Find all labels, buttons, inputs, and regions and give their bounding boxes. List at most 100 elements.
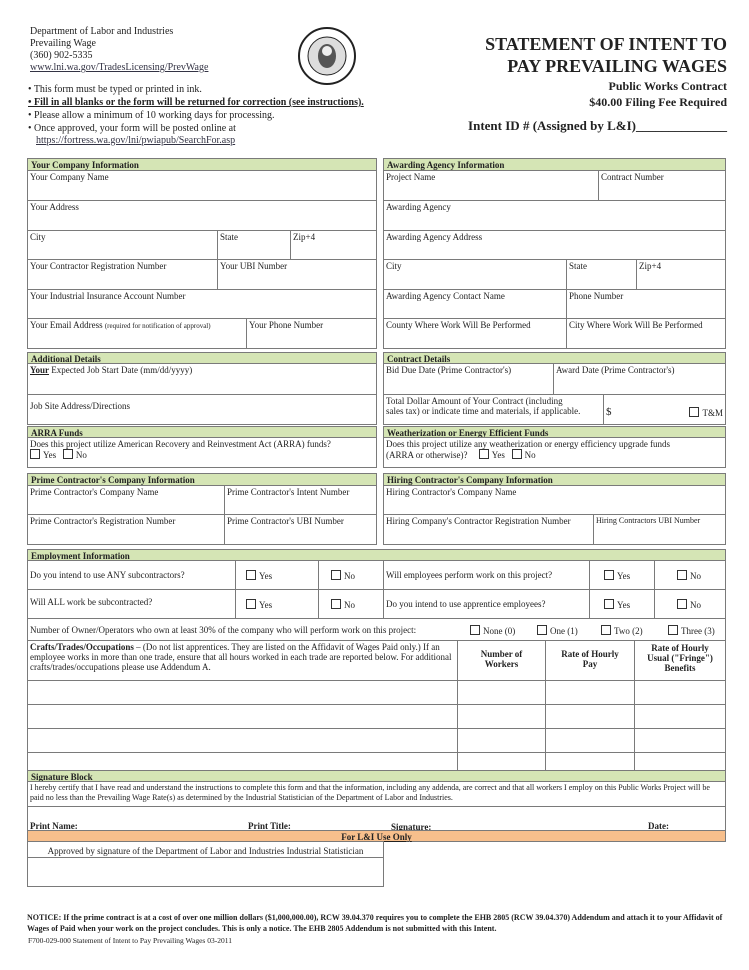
all-subcontracted-no[interactable]: No xyxy=(318,589,384,619)
weather-no-checkbox[interactable] xyxy=(511,449,522,459)
agency-zip-field[interactable]: Zip+4 xyxy=(636,259,726,290)
all-subcontracted-yes[interactable]: Yes xyxy=(235,589,319,619)
prime-registration-field[interactable]: Prime Contractor's Registration Number xyxy=(27,514,225,545)
company-address-field[interactable]: Your Address xyxy=(27,200,377,231)
company-zip-field[interactable]: Zip+4 xyxy=(290,230,377,260)
employees-yes[interactable]: Yes xyxy=(589,560,655,590)
project-name-field[interactable]: Project Name xyxy=(383,170,599,201)
dept-link[interactable]: www.lni.wa.gov/TradesLicensing/PrevWage xyxy=(30,62,209,73)
approval-signature-box xyxy=(27,857,384,887)
company-phone-field[interactable]: Your Phone Number xyxy=(246,318,377,349)
craft-cell[interactable] xyxy=(634,704,726,729)
checkbox[interactable] xyxy=(677,599,687,609)
craft-cell[interactable] xyxy=(457,752,546,771)
job-site-field[interactable]: Job Site Address/Directions xyxy=(27,394,377,425)
craft-cell[interactable] xyxy=(545,728,635,753)
dept-name: Department of Labor and Industries xyxy=(30,26,174,37)
contract-number-field[interactable]: Contract Number xyxy=(598,170,726,201)
agency-city-field[interactable]: City xyxy=(383,259,567,290)
agency-phone-field[interactable]: Phone Number xyxy=(566,289,726,319)
employees-no[interactable]: No xyxy=(654,560,726,590)
checkbox[interactable] xyxy=(331,570,341,580)
agency-contact-field[interactable]: Awarding Agency Contact Name xyxy=(383,289,567,319)
work-city-field[interactable]: City Where Work Will Be Performed xyxy=(566,318,726,349)
no-label: No xyxy=(344,600,355,610)
craft-cell[interactable] xyxy=(545,704,635,729)
apprentice-yes[interactable]: Yes xyxy=(589,589,655,619)
company-state-field[interactable]: State xyxy=(217,230,291,260)
subcontractors-yes[interactable]: Yes xyxy=(235,560,319,590)
agency-address-field[interactable]: Awarding Agency Address xyxy=(383,230,726,260)
prime-ubi-field[interactable]: Prime Contractor's UBI Number xyxy=(224,514,377,545)
dollar-sign: $ xyxy=(606,406,612,418)
hiring-name-field[interactable]: Hiring Contractor's Company Name xyxy=(383,485,726,515)
weather-yes-checkbox[interactable] xyxy=(478,449,489,459)
intent-id: Intent ID # (Assigned by L&I)___________… xyxy=(468,118,727,133)
weather-question-2: (ARRA or otherwise)? xyxy=(386,450,468,460)
apprentice-question: Do you intend to use apprentice employee… xyxy=(383,589,590,619)
yes-label: Yes xyxy=(259,600,273,610)
hiring-registration-field[interactable]: Hiring Company's Contractor Registration… xyxy=(383,514,594,545)
bullet-4: • Once approved, your form will be poste… xyxy=(28,123,236,134)
craft-cell[interactable] xyxy=(27,752,458,771)
subcontractors-question-text: Do you intend to use ANY subcontractors? xyxy=(30,570,185,580)
bullet-2: • Fill in all blanks or the form will be… xyxy=(28,97,364,108)
craft-cell[interactable] xyxy=(545,752,635,771)
craft-cell[interactable] xyxy=(457,680,546,705)
agency-state-field[interactable]: State xyxy=(566,259,637,290)
prime-name-field[interactable]: Prime Contractor's Company Name xyxy=(27,485,225,515)
craft-cell[interactable] xyxy=(27,728,458,753)
insurance-account-field[interactable]: Your Industrial Insurance Account Number xyxy=(27,289,377,319)
start-date-field[interactable]: Your Expected Job Start Date (mm/dd/yyyy… xyxy=(27,363,377,395)
craft-cell[interactable] xyxy=(27,680,458,705)
none-checkbox[interactable] xyxy=(470,625,480,635)
checkbox[interactable] xyxy=(604,599,614,609)
bullet-3: • Please allow a minimum of 10 working d… xyxy=(28,110,275,121)
checkbox[interactable] xyxy=(677,570,687,580)
checkbox[interactable] xyxy=(246,570,256,580)
county-field[interactable]: County Where Work Will Be Performed xyxy=(383,318,567,349)
total-line-2: sales tax) or indicate time and material… xyxy=(386,406,581,416)
company-name-field[interactable]: Your Company Name xyxy=(27,170,377,201)
owners-question: Number of Owner/Operators who own at lea… xyxy=(30,625,417,635)
craft-cell[interactable] xyxy=(457,728,546,753)
craft-cell[interactable] xyxy=(545,680,635,705)
award-date-field[interactable]: Award Date (Prime Contractor's) xyxy=(553,363,726,395)
form-title-2: PAY PREVAILING WAGES xyxy=(507,56,727,76)
three-checkbox[interactable] xyxy=(668,625,678,635)
two-checkbox[interactable] xyxy=(601,625,611,635)
hiring-ubi-field[interactable]: Hiring Contractors UBI Number xyxy=(593,514,726,545)
all-subcontracted-question: Will ALL work be subcontracted? xyxy=(27,589,236,619)
one-checkbox[interactable] xyxy=(537,625,547,635)
checkbox[interactable] xyxy=(604,570,614,580)
craft-cell[interactable] xyxy=(634,752,726,771)
craft-cell[interactable] xyxy=(634,680,726,705)
company-ubi-field[interactable]: Your UBI Number xyxy=(217,259,377,290)
tm-checkbox[interactable] xyxy=(689,407,700,417)
craft-cell[interactable] xyxy=(27,704,458,729)
total-amount-field[interactable]: $ T&M xyxy=(603,394,726,425)
awarding-agency-field[interactable]: Awarding Agency xyxy=(383,200,726,231)
option-label: Two (2) xyxy=(614,626,643,636)
arra-no-checkbox[interactable] xyxy=(62,449,73,459)
subcontractors-no[interactable]: No xyxy=(318,560,384,590)
craft-cell[interactable] xyxy=(634,728,726,753)
company-email-field[interactable]: Your Email Address (required for notific… xyxy=(27,318,247,349)
weather-question: Does this project utilize any weatheriza… xyxy=(383,437,726,468)
company-city-field[interactable]: City xyxy=(27,230,218,260)
posted-link[interactable]: https://fortress.wa.gov/lni/pwiapub/Sear… xyxy=(36,135,236,146)
company-registration-field[interactable]: Your Contractor Registration Number xyxy=(27,259,218,290)
apprentice-no[interactable]: No xyxy=(654,589,726,619)
date-label: Date: xyxy=(648,821,669,831)
crafts-instructions: Crafts/Trades/Occupations – (Do not list… xyxy=(27,640,458,681)
bid-due-field[interactable]: Bid Due Date (Prime Contractor's) xyxy=(383,363,554,395)
checkbox[interactable] xyxy=(331,599,341,609)
prime-intent-field[interactable]: Prime Contractor's Intent Number xyxy=(224,485,377,515)
yes-label: Yes xyxy=(259,571,273,581)
signature-label: Signature: xyxy=(391,822,432,832)
option-label: Three (3) xyxy=(681,626,715,636)
craft-cell[interactable] xyxy=(457,704,546,729)
checkbox[interactable] xyxy=(246,599,256,609)
arra-yes-checkbox[interactable] xyxy=(30,449,40,459)
signature-row[interactable]: Print Name: Print Title: Signature: Date… xyxy=(27,806,726,832)
